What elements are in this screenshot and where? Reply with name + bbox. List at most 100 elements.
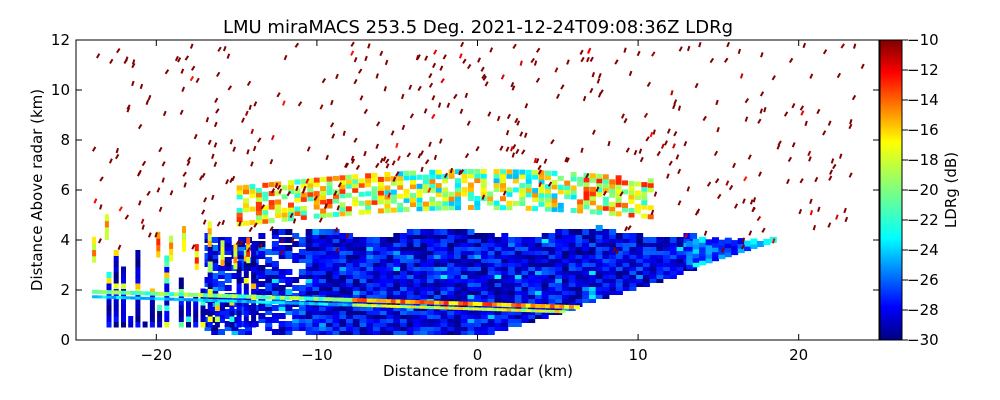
x-tick-label-4: 20 bbox=[789, 346, 808, 364]
heatmap-cell-563 bbox=[393, 325, 401, 331]
heatmap-cell-1828 bbox=[487, 302, 494, 307]
heatmap-cell-2024 bbox=[397, 193, 404, 199]
heatmap-cell-2248 bbox=[615, 184, 622, 190]
heatmap-cell-2327 bbox=[276, 184, 282, 190]
heatmap-cell-1354 bbox=[636, 269, 644, 275]
heatmap-cell-1630 bbox=[236, 283, 242, 289]
heatmap-cell-797 bbox=[454, 317, 462, 323]
heatmap-cell-1494 bbox=[106, 321, 112, 328]
heatmap-cell-1236 bbox=[582, 237, 590, 243]
heatmap-cell-92 bbox=[238, 245, 246, 251]
heatmap-cell-2118 bbox=[487, 191, 494, 197]
heatmap-cell-478 bbox=[366, 281, 374, 287]
heatmap-cell-2540 bbox=[505, 146, 510, 152]
heatmap-cell-2554 bbox=[161, 177, 165, 183]
heatmap-cell-2725 bbox=[530, 57, 535, 64]
heatmap-cell-1410 bbox=[669, 265, 677, 271]
heatmap-cell-744 bbox=[440, 321, 448, 327]
heatmap-cell-545 bbox=[386, 301, 394, 307]
heatmap-cell-1740 bbox=[275, 295, 282, 300]
heatmap-cell-2268 bbox=[641, 204, 648, 210]
heatmap-cell-2469 bbox=[716, 126, 720, 133]
heatmap-cell-1373 bbox=[642, 245, 650, 251]
heatmap-cell-1543 bbox=[135, 255, 141, 262]
heatmap-cell-1481 bbox=[731, 249, 739, 256]
heatmap-cell-590 bbox=[400, 317, 408, 323]
heatmap-cell-1153 bbox=[555, 261, 563, 267]
heatmap-cell-979 bbox=[501, 289, 509, 295]
heatmap-cell-1978 bbox=[352, 196, 359, 202]
heatmap-cell-532 bbox=[379, 257, 387, 263]
heatmap-cell-2702 bbox=[199, 175, 204, 181]
heatmap-cell-2219 bbox=[589, 186, 596, 192]
heatmap-cell-2505 bbox=[147, 94, 152, 101]
heatmap-cell-656 bbox=[413, 257, 421, 263]
heatmap-cell-1669 bbox=[101, 295, 108, 299]
heatmap-cell-2365 bbox=[515, 148, 520, 155]
heatmap-cell-831 bbox=[460, 285, 468, 291]
heatmap-cell-492 bbox=[373, 321, 381, 327]
heatmap-cell-2383 bbox=[677, 168, 682, 175]
heatmap-cell-1547 bbox=[149, 316, 155, 322]
heatmap-cell-1984 bbox=[358, 200, 365, 206]
heatmap-cell-1284 bbox=[602, 257, 610, 263]
heatmap-cell-1292 bbox=[609, 289, 617, 295]
heatmap-cell-1204 bbox=[575, 293, 583, 299]
heatmap-cell-2466 bbox=[181, 86, 186, 92]
heatmap-cell-1360 bbox=[636, 245, 644, 251]
heatmap-cell-2582 bbox=[771, 75, 776, 81]
heatmap-cell-1463 bbox=[705, 257, 713, 264]
heatmap-cell-2405 bbox=[462, 58, 467, 64]
heatmap-cell-2495 bbox=[241, 117, 245, 123]
heatmap-cell-518 bbox=[379, 313, 387, 319]
heatmap-cell-2679 bbox=[278, 188, 283, 194]
heatmap-cell-1513 bbox=[113, 272, 119, 278]
heatmap-cell-751 bbox=[440, 293, 448, 299]
heatmap-cell-2526 bbox=[556, 93, 560, 99]
heatmap-cell-667 bbox=[420, 317, 428, 323]
heatmap-cell-2518 bbox=[533, 60, 538, 66]
heatmap-cell-1311 bbox=[615, 277, 623, 283]
heatmap-cell-849 bbox=[467, 317, 475, 323]
heatmap-cell-2289 bbox=[156, 238, 161, 245]
heatmap-cell-822 bbox=[460, 321, 468, 327]
heatmap-cell-1376 bbox=[649, 277, 657, 283]
heatmap-cell-1461 bbox=[699, 241, 707, 248]
heatmap-cell-2688 bbox=[739, 73, 744, 79]
heatmap-cell-1656 bbox=[251, 283, 257, 289]
heatmap-cell-2329 bbox=[466, 120, 471, 126]
heatmap-cell-136 bbox=[258, 245, 266, 251]
heatmap-cell-1505 bbox=[113, 316, 119, 322]
heatmap-cell-961 bbox=[494, 269, 502, 275]
heatmap-cell-1826 bbox=[482, 302, 489, 307]
heatmap-cell-1260 bbox=[595, 281, 603, 287]
heatmap-cell-1995 bbox=[371, 199, 378, 205]
heatmap-cell-753 bbox=[440, 285, 448, 291]
heatmap-cell-1272 bbox=[595, 233, 603, 239]
heatmap-cell-709 bbox=[427, 253, 435, 259]
heatmap-cell-2643 bbox=[535, 77, 541, 83]
y-tick-label-0: 0 bbox=[60, 331, 70, 349]
heatmap-cell-539 bbox=[386, 325, 394, 331]
heatmap-cell-576 bbox=[393, 273, 401, 279]
heatmap-cell-922 bbox=[487, 329, 495, 335]
colorbar-tick-label-2: −26 bbox=[907, 271, 939, 289]
heatmap-cell-346 bbox=[332, 313, 340, 319]
heatmap-cell-1637 bbox=[243, 310, 249, 317]
heatmap-cell-1864 bbox=[236, 216, 243, 222]
heatmap-cell-1882 bbox=[255, 214, 262, 220]
heatmap-cell-944 bbox=[487, 241, 495, 247]
heatmap-cell-2313 bbox=[233, 249, 238, 257]
heatmap-cell-2115 bbox=[480, 169, 487, 174]
heatmap-cell-69 bbox=[231, 321, 239, 327]
heatmap-cell-1233 bbox=[582, 249, 590, 255]
heatmap-cell-1242 bbox=[589, 285, 596, 291]
heatmap-cell-2542 bbox=[291, 237, 295, 243]
heatmap-cell-1234 bbox=[582, 245, 590, 251]
heatmap-cell-616 bbox=[406, 313, 414, 319]
heatmap-cell-1436 bbox=[690, 265, 698, 271]
heatmap-cell-870 bbox=[467, 233, 475, 239]
heatmap-cell-183 bbox=[278, 277, 286, 283]
heatmap-cell-1301 bbox=[609, 253, 617, 259]
heatmap-cell-1798 bbox=[414, 300, 421, 305]
